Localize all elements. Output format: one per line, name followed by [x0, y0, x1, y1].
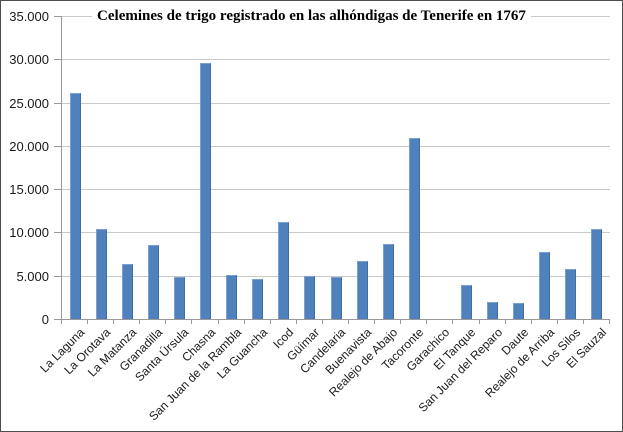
gridline	[62, 145, 610, 147]
gridline	[62, 59, 610, 61]
x-axis-tick-mark	[583, 320, 584, 324]
gridline	[62, 102, 610, 104]
y-axis-tick-label: 35.000	[9, 9, 49, 24]
x-axis-tick-mark	[244, 320, 245, 324]
bar	[278, 222, 289, 319]
x-axis-tick-mark	[479, 320, 480, 324]
x-axis-tick-mark	[426, 320, 427, 324]
x-axis-tick-mark	[557, 320, 558, 324]
y-axis-tick-mark	[54, 232, 61, 234]
y-axis-tick-label: 0	[41, 312, 49, 327]
bar	[591, 229, 602, 319]
bar	[200, 62, 211, 319]
y-axis-tick-label: 20.000	[9, 138, 49, 154]
y-axis-tick-mark	[54, 145, 61, 147]
x-axis-tick-mark	[400, 320, 401, 324]
x-axis-tick-mark	[113, 320, 114, 324]
bar	[96, 228, 107, 319]
plot-area	[61, 16, 610, 320]
y-axis-tick-label: 25.000	[9, 95, 49, 111]
gridline	[62, 189, 610, 191]
x-axis-tick-mark	[87, 320, 88, 324]
x-axis-tick-mark	[322, 320, 323, 324]
y-axis-tick-mark	[54, 16, 61, 17]
gridline	[62, 232, 610, 234]
y-axis-tick-mark	[54, 102, 61, 104]
y-axis-tick-label: 15.000	[9, 182, 49, 198]
bar	[513, 302, 524, 319]
x-axis-tick-mark	[191, 320, 192, 324]
bar	[148, 244, 159, 319]
y-axis-tick-mark	[54, 59, 61, 61]
bar	[174, 277, 185, 319]
y-axis-tick-mark	[54, 189, 61, 191]
bar	[383, 244, 394, 319]
bar	[357, 261, 368, 319]
y-axis-tick-mark	[54, 275, 61, 277]
x-axis-tick-mark	[61, 320, 62, 324]
gridline	[62, 275, 610, 277]
x-axis-tick-mark	[609, 320, 610, 324]
chart-title-text: Celemines de trigo registrado en las alh…	[92, 8, 531, 24]
bar	[565, 268, 576, 319]
bar	[331, 276, 342, 319]
chart-title: Celemines de trigo registrado en las alh…	[1, 8, 622, 25]
bar	[70, 93, 81, 319]
x-axis-tick-mark	[348, 320, 349, 324]
y-axis-tick-mark	[54, 319, 61, 320]
bar	[122, 263, 133, 319]
y-axis-tick-label: 30.000	[9, 52, 49, 68]
bar	[304, 275, 315, 319]
x-axis-tick-mark	[165, 320, 166, 324]
x-axis-tick-mark	[296, 320, 297, 324]
bar	[252, 279, 263, 319]
bar	[461, 284, 472, 319]
y-axis-tick-label: 10.000	[9, 225, 49, 241]
x-axis-tick-mark	[270, 320, 271, 324]
x-axis-tick-mark	[505, 320, 506, 324]
x-axis-tick-mark	[139, 320, 140, 324]
bar	[539, 252, 550, 319]
bar	[487, 302, 498, 319]
x-axis-tick-mark	[374, 320, 375, 324]
bar	[409, 138, 420, 319]
x-axis-tick-mark	[218, 320, 219, 324]
bar	[226, 275, 237, 319]
x-axis-tick-mark	[452, 320, 453, 324]
x-axis-tick-mark	[531, 320, 532, 324]
y-axis-tick-label: 5.000	[16, 268, 49, 284]
